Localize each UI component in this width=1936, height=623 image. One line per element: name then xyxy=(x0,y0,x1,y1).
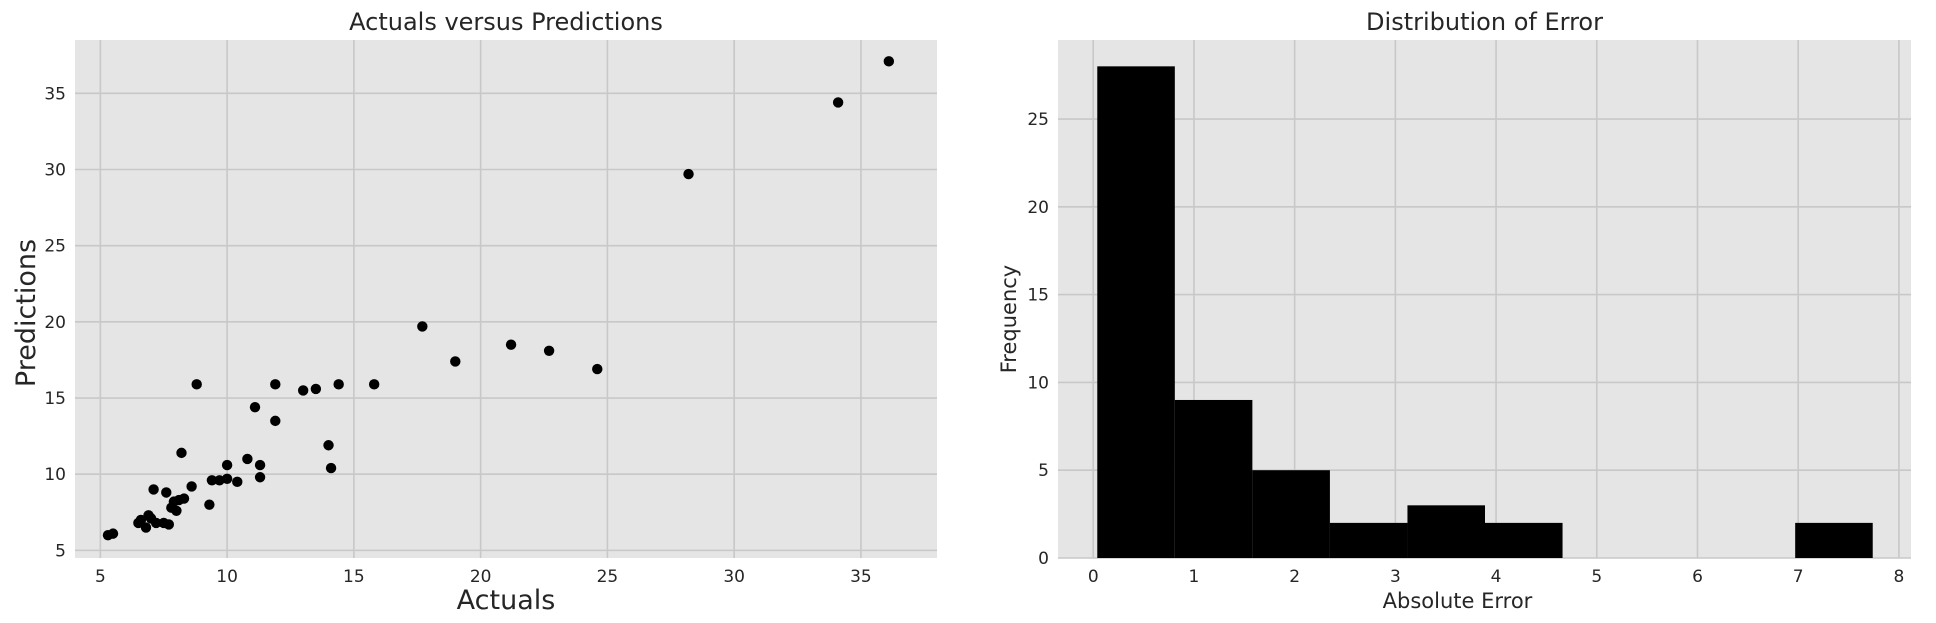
y-tick-label: 35 xyxy=(44,84,66,104)
scatter-point xyxy=(450,356,461,367)
scatter-point xyxy=(150,517,162,529)
y-tick-label: 10 xyxy=(44,465,66,485)
x-tick-label: 7 xyxy=(1793,567,1804,587)
x-tick-label: 30 xyxy=(723,567,745,587)
y-tick-label: 20 xyxy=(44,313,66,333)
scatter-point xyxy=(270,415,281,427)
scatter-point xyxy=(683,168,694,180)
x-tick-label: 35 xyxy=(850,567,872,587)
y-tick-label: 10 xyxy=(1027,373,1049,393)
y-tick-label: 15 xyxy=(1027,286,1049,306)
y-tick-label: 15 xyxy=(44,389,66,409)
x-tick-label: 25 xyxy=(597,567,619,587)
x-tick-label: 0 xyxy=(1088,567,1099,587)
scatter-point xyxy=(543,345,555,356)
scatter-point xyxy=(883,56,895,67)
scatter-chart: 5 10 15 20 25 30 35 5 10 15 20 25 30 35 Actuals versu… xyxy=(11,8,937,616)
y-tick-label: 20 xyxy=(1027,198,1049,218)
x-tick-label: 10 xyxy=(216,567,238,587)
scatter-point xyxy=(505,339,517,350)
histogram-bar xyxy=(1485,522,1563,558)
histogram-x-axis-label: Absolute Error xyxy=(1383,589,1533,613)
x-tick-label: 4 xyxy=(1491,567,1502,587)
x-tick-label: 5 xyxy=(1591,567,1602,587)
histogram-bar xyxy=(1795,522,1873,558)
y-tick-label: 25 xyxy=(1027,110,1049,130)
scatter-point xyxy=(176,447,187,459)
y-tick-label: 0 xyxy=(1038,549,1049,569)
scatter-point xyxy=(163,519,175,530)
histogram-bar xyxy=(1407,505,1486,558)
scatter-point xyxy=(221,459,233,471)
scatter-point xyxy=(107,528,119,539)
scatter-y-axis-label: Predictions xyxy=(11,239,42,387)
y-tick-label: 5 xyxy=(55,541,66,561)
scatter-point xyxy=(592,363,603,375)
scatter-point xyxy=(135,514,147,526)
x-tick-label: 2 xyxy=(1289,567,1300,587)
scatter-point xyxy=(249,401,261,413)
histogram-chart: 0 1 2 3 4 5 6 7 8 0 5 10 15 20 25 Distribution of Erro… xyxy=(997,8,1911,613)
histogram-title: Distribution of Error xyxy=(1366,8,1603,36)
histogram-bar xyxy=(1329,522,1408,558)
x-tick-label: 8 xyxy=(1894,567,1905,587)
scatter-point xyxy=(161,487,172,498)
scatter-point xyxy=(148,484,159,495)
scatter-x-axis-label: Actuals xyxy=(457,585,556,616)
x-tick-label: 3 xyxy=(1390,567,1401,587)
y-tick-label: 5 xyxy=(1038,461,1049,481)
histogram-bar xyxy=(1174,399,1253,558)
scatter-point xyxy=(206,475,218,486)
scatter-point xyxy=(191,379,202,390)
scatter-point xyxy=(242,453,253,465)
scatter-point xyxy=(270,379,281,390)
scatter-point xyxy=(178,493,190,504)
x-tick-label: 6 xyxy=(1692,567,1703,587)
scatter-point xyxy=(297,385,309,396)
scatter-point xyxy=(325,462,337,474)
x-tick-label: 15 xyxy=(343,567,365,587)
scatter-point xyxy=(140,522,152,533)
scatter-point xyxy=(204,499,215,510)
scatter-point xyxy=(333,379,344,390)
histogram-bar xyxy=(1097,66,1175,558)
scatter-point xyxy=(254,459,266,471)
scatter-point xyxy=(254,472,266,483)
y-tick-label: 30 xyxy=(44,161,66,181)
scatter-point xyxy=(221,473,233,484)
scatter-point xyxy=(832,97,844,108)
scatter-point xyxy=(368,379,380,390)
histogram-y-axis-label: Frequency xyxy=(997,265,1021,374)
y-tick-label: 25 xyxy=(44,237,66,257)
scatter-title: Actuals versus Predictions xyxy=(349,8,663,36)
scatter-point xyxy=(323,440,334,451)
scatter-point xyxy=(232,476,243,488)
scatter-point xyxy=(171,505,182,516)
scatter-point xyxy=(417,321,428,332)
x-tick-label: 1 xyxy=(1189,567,1200,587)
scatter-point xyxy=(186,481,197,492)
scatter-plot-area xyxy=(75,40,937,558)
scatter-point xyxy=(310,383,322,395)
histogram-bar xyxy=(1252,470,1330,558)
x-tick-label: 20 xyxy=(470,567,492,587)
x-tick-label: 5 xyxy=(95,567,106,587)
